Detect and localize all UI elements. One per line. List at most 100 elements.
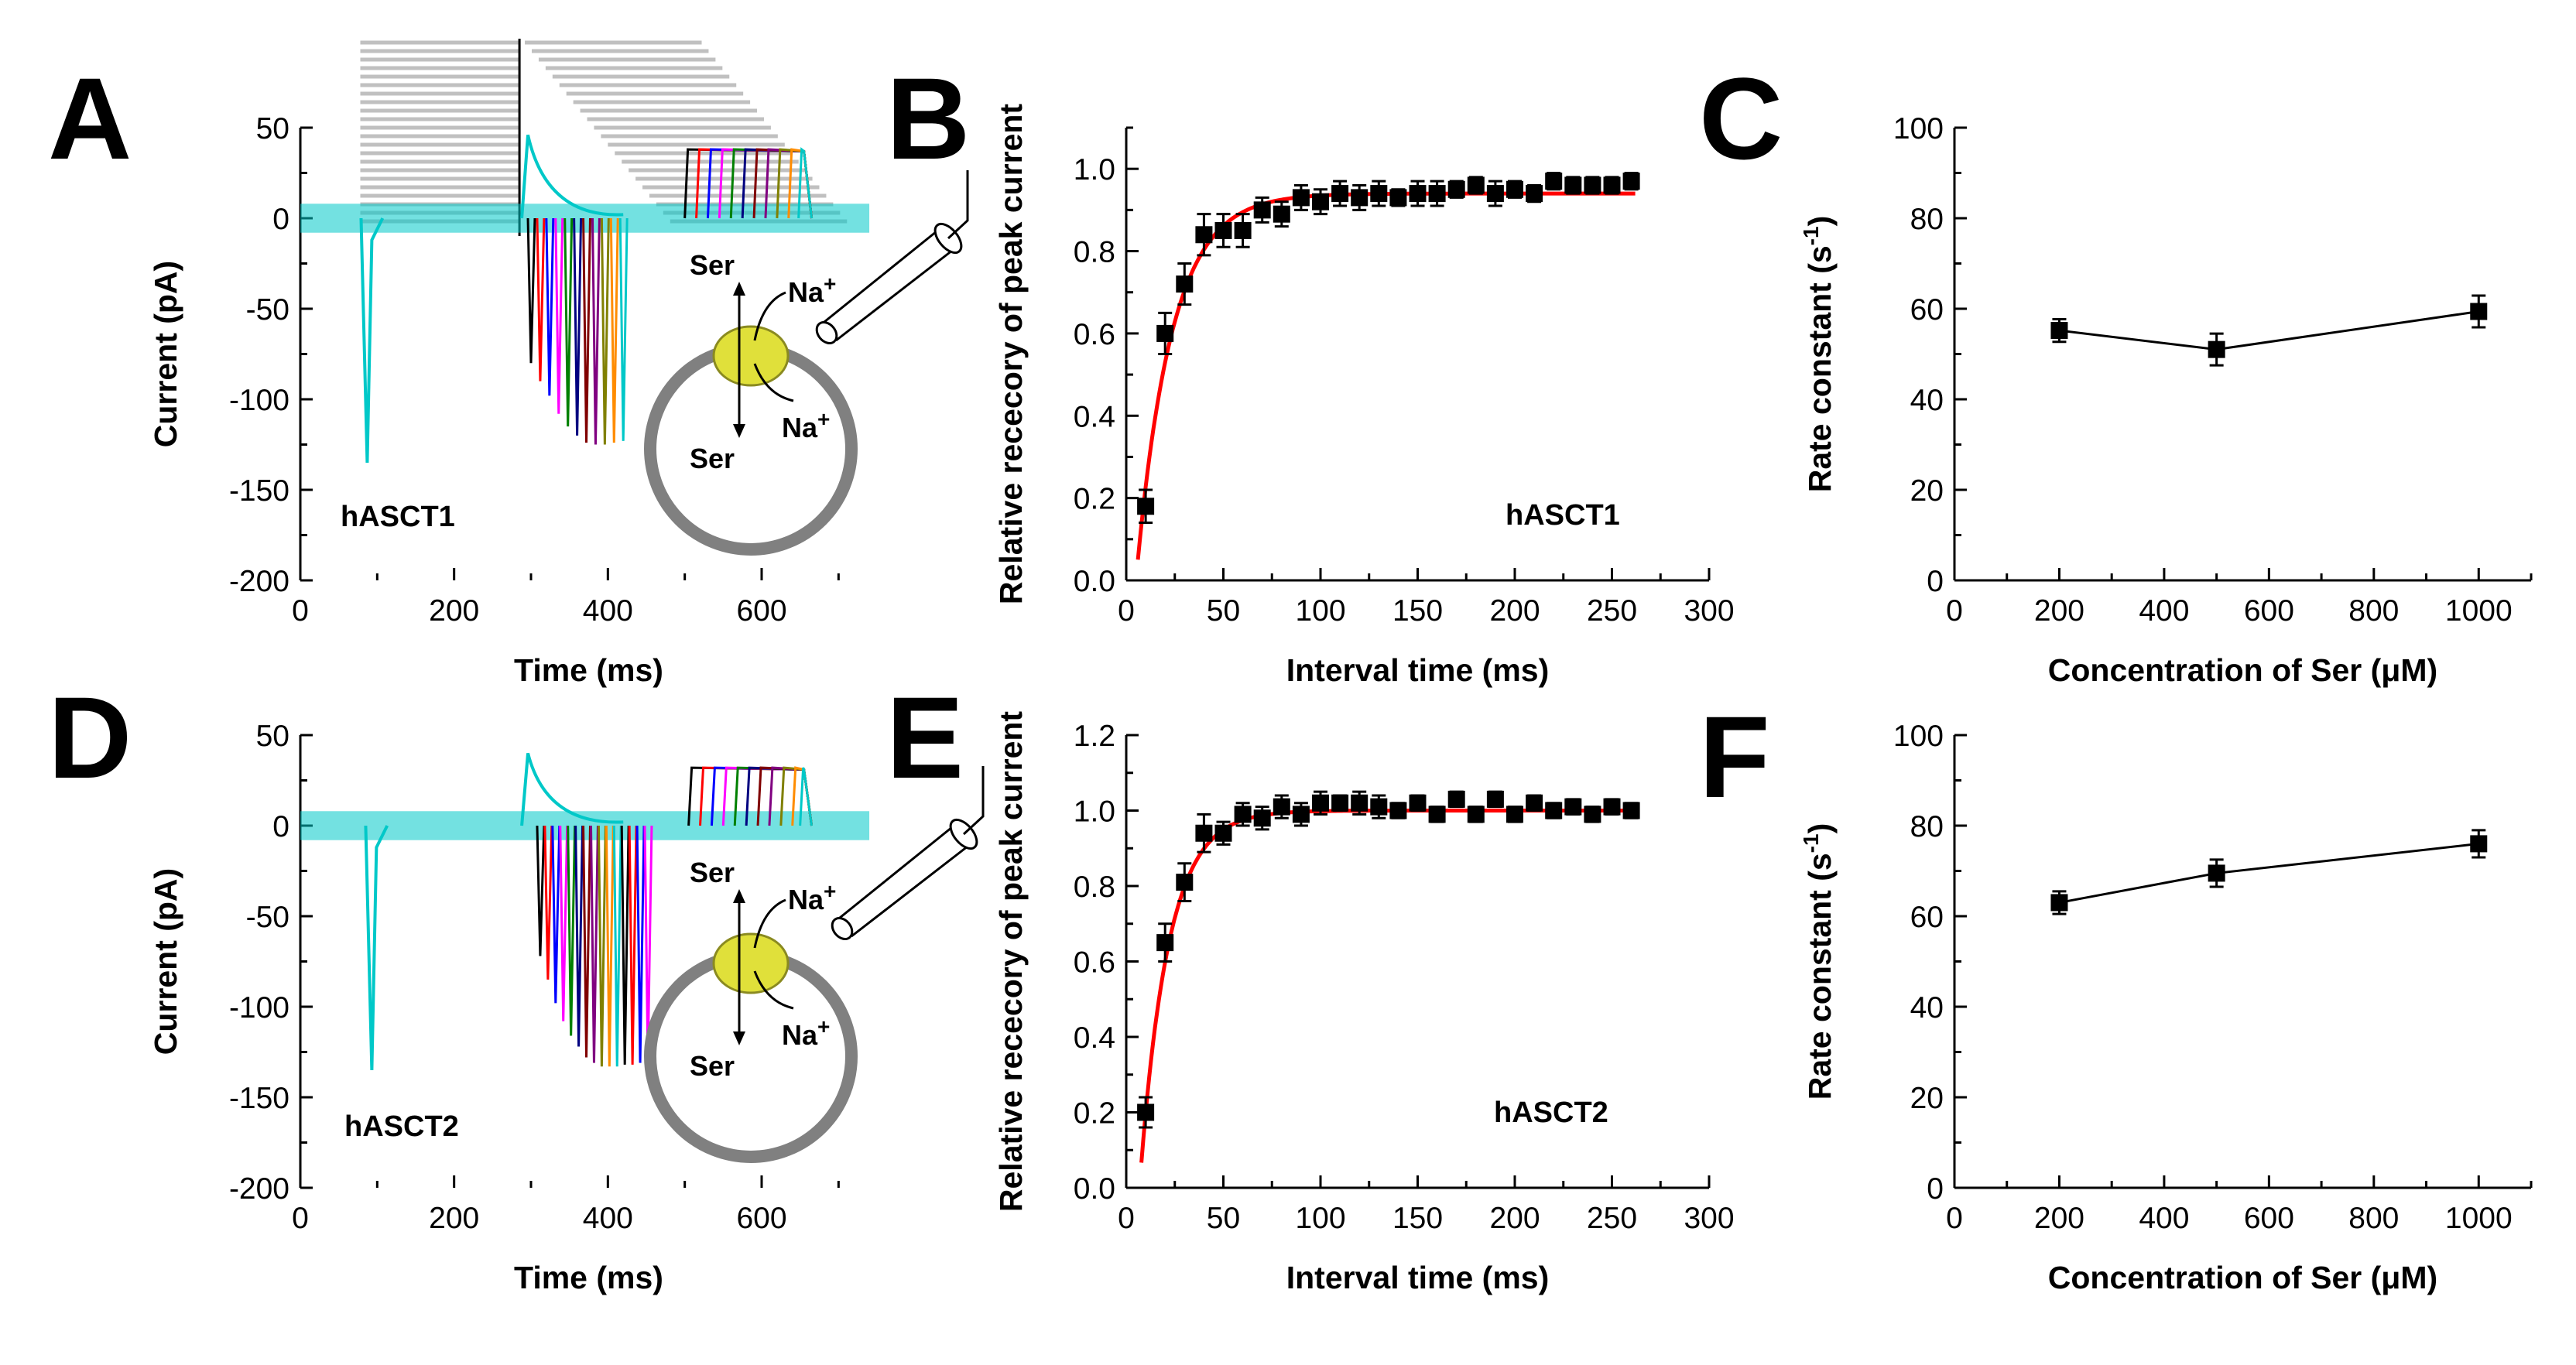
data-point <box>1234 221 1252 239</box>
series-line <box>2059 310 2479 351</box>
recovery-peak-trace <box>591 217 601 445</box>
x-tick-label: 50 <box>1207 594 1240 628</box>
pipette-wire <box>962 766 985 836</box>
arrow-head-up <box>733 282 745 296</box>
data-point <box>1292 806 1310 823</box>
na-arrow-down <box>753 970 794 1010</box>
x-axis-label: Concentration of Ser (μM) <box>2048 652 2437 688</box>
panel-annotation: hASCT2 <box>344 1110 459 1143</box>
x-tick-label: 100 <box>1295 594 1345 628</box>
label-ser-bottom: Ser <box>690 1050 735 1082</box>
x-tick-label: 0 <box>1118 594 1135 628</box>
y-axis-label-superscript: -1 <box>1799 226 1823 245</box>
capacitive-transient <box>520 752 624 826</box>
data-point <box>2208 340 2225 358</box>
data-point <box>1214 824 1232 842</box>
panel-label-c: C <box>1699 53 1783 183</box>
recovery-peak-trace <box>545 217 555 396</box>
label-na-bottom: Na+ <box>782 1014 830 1051</box>
recovery-peak-trace <box>582 825 591 1058</box>
x-tick-label: 200 <box>1489 1202 1540 1235</box>
x-tick-label: 300 <box>1684 1202 1734 1235</box>
data-point <box>1156 324 1174 342</box>
x-tick-label: 200 <box>1489 594 1540 628</box>
data-point <box>1545 173 1563 190</box>
panel-annotation: hASCT2 <box>1494 1096 1608 1129</box>
data-point <box>1331 185 1349 203</box>
data-point <box>1584 806 1601 823</box>
x-tick-label: 600 <box>2244 1202 2294 1235</box>
y-axis-label: Rate constant (s-1) <box>1799 823 1838 1100</box>
axes <box>299 126 840 582</box>
y-tick-label: 0.6 <box>1074 946 1115 980</box>
y-tick-label: 0.6 <box>1074 318 1115 351</box>
x-tick-label: 100 <box>1295 1202 1345 1235</box>
panel-label-d: D <box>48 672 132 802</box>
x-axis-label: Concentration of Ser (μM) <box>2048 1260 2437 1295</box>
data-point <box>1370 798 1388 816</box>
first-inward-peak <box>359 217 385 463</box>
data-point <box>1467 176 1485 194</box>
recovery-peak-trace <box>559 825 569 1021</box>
y-tick-label: -50 <box>246 901 289 934</box>
recovery-peak-trace <box>612 825 622 1067</box>
arrow-head-down <box>733 1031 745 1045</box>
y-tick-label: 40 <box>1910 384 1944 417</box>
y-axis-label: Rate constant (s-1) <box>1799 216 1838 493</box>
y-tick-label: 100 <box>1893 112 1944 145</box>
na-charge: + <box>817 1014 830 1038</box>
recovery-peak-trace <box>574 825 584 1047</box>
data-point <box>1584 176 1601 194</box>
y-tick-label: 20 <box>1910 1082 1944 1115</box>
x-tick-label: 0 <box>1946 594 1963 628</box>
data-point <box>1447 180 1465 198</box>
x-tick-label: 200 <box>429 1202 479 1235</box>
x-axis-label: Interval time (ms) <box>1286 1260 1550 1295</box>
recovery-peak-trace <box>564 217 574 427</box>
y-axis-label-superscript: -1 <box>1799 833 1823 853</box>
x-tick-label: 250 <box>1587 594 1637 628</box>
y-tick-label: 0.4 <box>1074 1021 1115 1055</box>
recovery-peak-trace <box>567 825 577 1036</box>
recovery-peak-trace <box>635 825 646 1063</box>
recovery-peak-trace <box>573 217 583 436</box>
recovery-peak-trace <box>600 217 610 445</box>
panel-label-e: E <box>886 672 964 802</box>
data-point <box>1137 1103 1155 1121</box>
data-point <box>1526 794 1543 812</box>
y-tick-label: 0.0 <box>1074 1172 1115 1206</box>
y-axis-label: Current (pA) <box>148 868 183 1055</box>
x-tick-label: 150 <box>1392 1202 1443 1235</box>
x-tick-label: 300 <box>1684 594 1734 628</box>
data-point <box>1526 185 1543 203</box>
transporter-protein <box>712 932 790 994</box>
y-axis-label-close: ) <box>1802 216 1838 227</box>
x-tick-label: 600 <box>2244 594 2294 628</box>
na-arrow-down <box>753 363 794 402</box>
recovery-peak-trace <box>618 217 629 441</box>
y-tick-label: 1.0 <box>1074 795 1115 829</box>
data-point <box>1447 790 1465 808</box>
recovery-peak-trace <box>589 825 599 1063</box>
data-point <box>1622 173 1640 190</box>
data-point <box>2050 894 2068 912</box>
data-point <box>1273 798 1290 816</box>
label-na-bottom: Na+ <box>782 407 830 443</box>
x-tick-label: 1000 <box>2445 1202 2513 1235</box>
x-tick-label: 400 <box>2139 1202 2189 1235</box>
recovery-peak-trace <box>620 825 630 1065</box>
y-tick-label: 1.2 <box>1074 720 1115 753</box>
recovery-peak-trace <box>551 825 561 1004</box>
recovery-peak-trace <box>543 825 553 980</box>
na-arrow-up <box>753 898 786 949</box>
y-tick-label: -200 <box>229 1172 289 1206</box>
recovery-peak-trace <box>628 825 638 1065</box>
pipette-tip <box>831 917 854 940</box>
data-point <box>1195 226 1213 244</box>
y-tick-label: -200 <box>229 565 289 598</box>
data-point <box>1506 180 1523 198</box>
y-tick-label: -100 <box>229 384 289 417</box>
recovery-peak-trace <box>582 217 591 443</box>
